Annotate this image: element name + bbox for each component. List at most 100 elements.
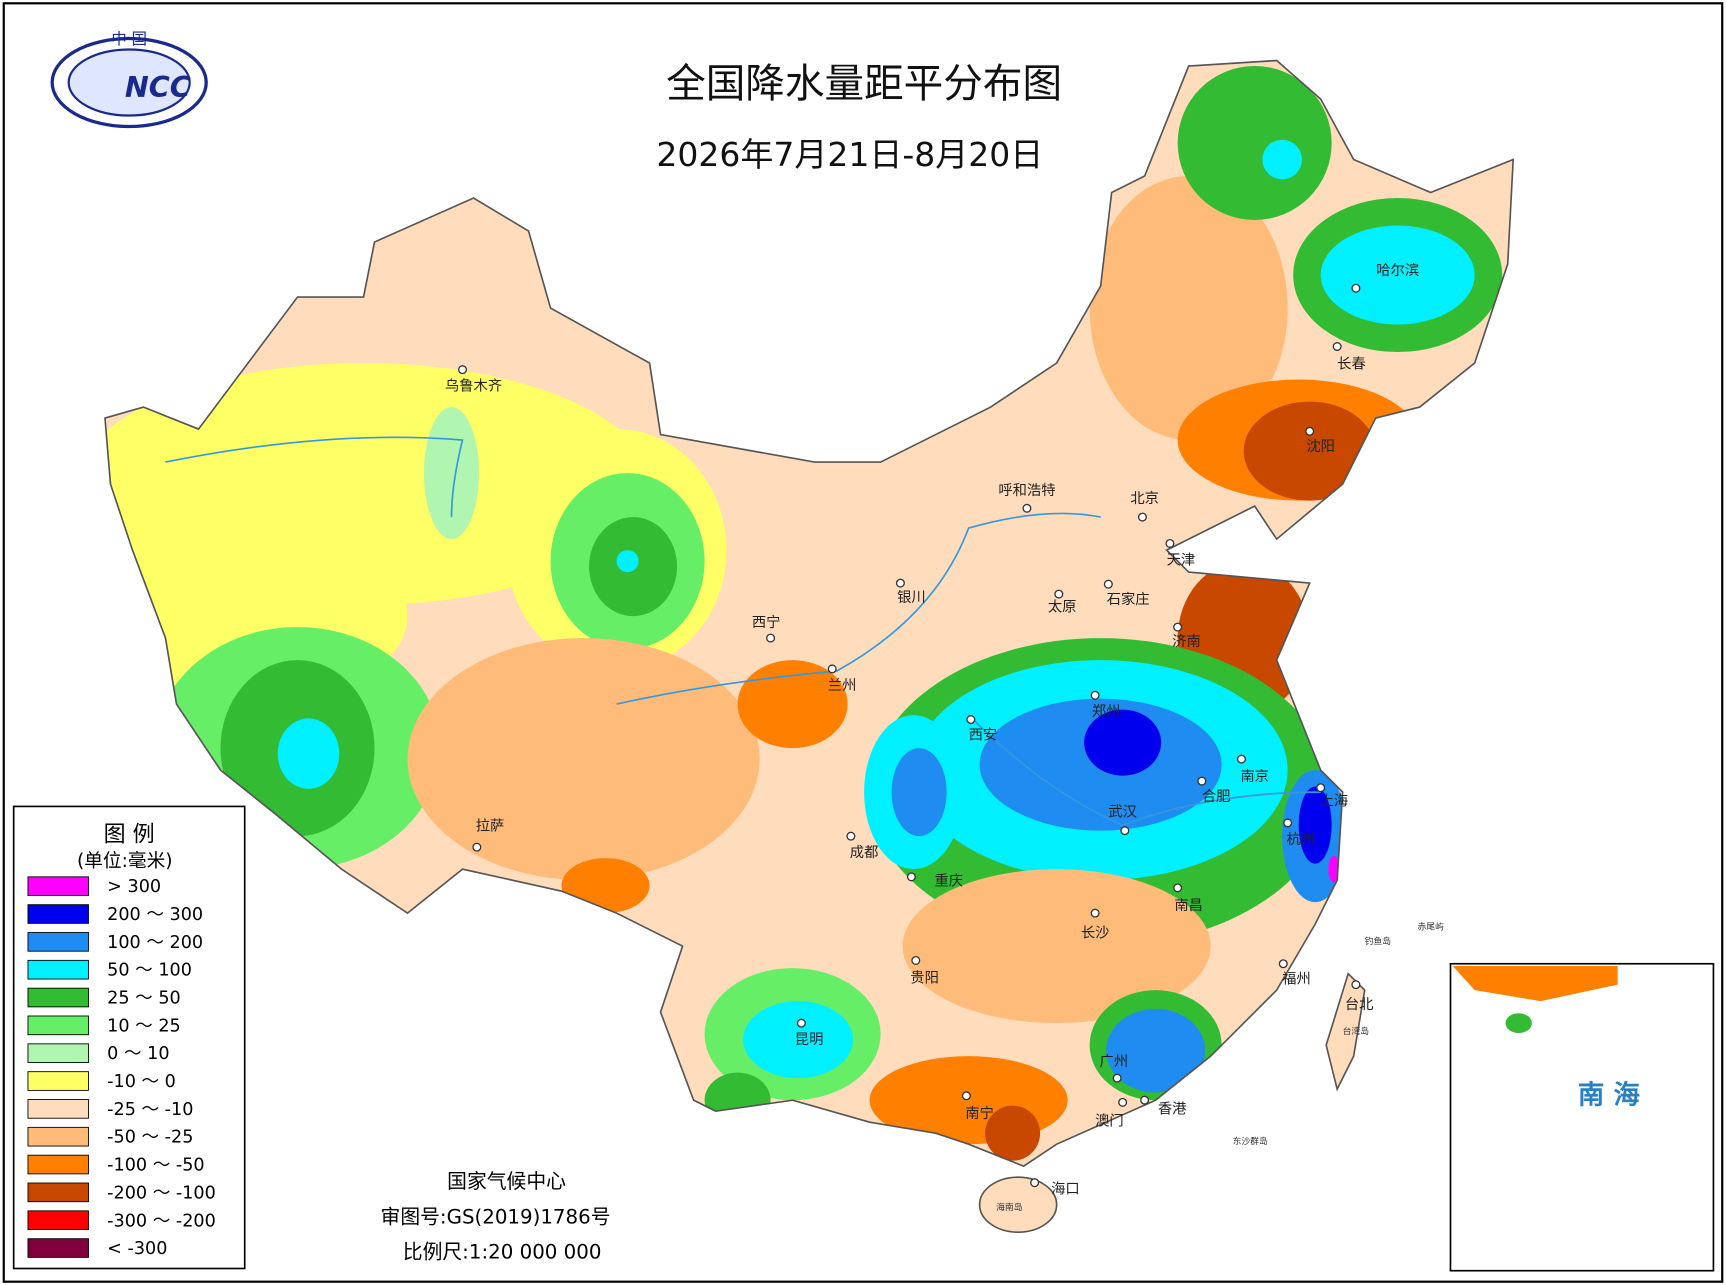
legend-label: > 300: [107, 877, 161, 897]
city-label: 银川: [897, 589, 926, 606]
city-label: 广州: [1100, 1053, 1129, 1070]
legend-swatch: [27, 959, 89, 980]
city-label: 北京: [1130, 490, 1159, 507]
city-label: 合肥: [1202, 788, 1231, 805]
city-dot: [1173, 883, 1183, 893]
city-label: 澳门: [1095, 1112, 1124, 1129]
city-dot: [1054, 589, 1064, 599]
city-dot: [1236, 754, 1246, 764]
city-label: 香港: [1158, 1100, 1187, 1117]
sea-label: 赤尾屿: [1417, 922, 1444, 933]
city-label: 上海: [1320, 792, 1349, 809]
city-label: 兰州: [828, 677, 857, 694]
city-label: 太原: [1048, 599, 1077, 616]
legend-swatch: [27, 904, 89, 924]
legend-label: -100 ～ -50: [107, 1156, 204, 1176]
footer-line: 国家气候中心: [447, 1170, 566, 1193]
city-label: 长沙: [1081, 924, 1110, 941]
legend-label: 0 ～ 10: [107, 1044, 169, 1064]
legend-label: 200 ～ 300: [107, 905, 203, 925]
legend: 图 例 (单位:毫米) > 300 200 ～ 300 100 ～ 200 50 ～ …: [12, 805, 246, 1270]
city-dot: [1283, 818, 1293, 828]
city-label: 济南: [1172, 633, 1201, 650]
city-dot: [1278, 959, 1288, 969]
legend-swatch: [27, 1099, 89, 1119]
inset-map: 南 海: [1449, 962, 1715, 1272]
city-label: 沈阳: [1306, 438, 1335, 455]
city-label: 贵阳: [910, 969, 939, 986]
city-label: 重庆: [935, 873, 964, 890]
city-label: 台北: [1345, 996, 1374, 1013]
city-dot: [1030, 1178, 1040, 1188]
legend-swatch: [27, 1071, 89, 1091]
sea-label: 海南岛: [996, 1201, 1023, 1213]
city-dot: [1316, 783, 1326, 793]
city-dot: [1140, 1095, 1150, 1105]
city-label: 拉萨: [476, 818, 505, 835]
city-dot: [1197, 776, 1207, 786]
city-dot: [1137, 512, 1147, 522]
legend-label: 50 ～ 100: [107, 961, 192, 981]
legend-label: -50 ～ -25: [107, 1128, 193, 1148]
legend-unit: (单位:毫米): [77, 851, 173, 872]
city-dot: [911, 955, 921, 965]
city-label: 杭州: [1287, 831, 1316, 848]
city-label: 南京: [1240, 768, 1269, 785]
logo-text: NCC: [125, 70, 191, 104]
city-dot: [827, 664, 837, 674]
city-dot: [1022, 503, 1032, 513]
city-dot: [1305, 426, 1315, 436]
city-dot: [1165, 538, 1175, 548]
city-dot: [846, 831, 856, 841]
legend-swatch: [27, 1154, 89, 1175]
legend-label: 100 ～ 200: [107, 933, 203, 953]
legend-label: < -300: [107, 1239, 167, 1259]
city-label: 西宁: [752, 614, 781, 631]
city-label: 武汉: [1108, 803, 1137, 820]
legend-swatch: [27, 1126, 89, 1147]
city-label: 南昌: [1174, 897, 1203, 914]
legend-swatch: [27, 932, 89, 952]
city-dot: [1351, 980, 1361, 990]
city-dot: [1332, 342, 1342, 352]
inset-label: 南 海: [1578, 1079, 1640, 1110]
city-dot: [1173, 622, 1183, 632]
city-label: 郑州: [1092, 703, 1121, 720]
rivers: [165, 436, 1321, 827]
city-label: 南宁: [965, 1105, 994, 1122]
city-label: 西安: [969, 726, 998, 743]
footer-line: 比例尺:1:20 000 000: [403, 1241, 602, 1264]
city-dot: [766, 633, 776, 643]
city-dot: [458, 365, 468, 375]
city-label: 石家庄: [1107, 590, 1150, 608]
sea-label: 钓鱼岛: [1365, 935, 1392, 947]
legend-label: 25 ～ 50: [107, 989, 181, 1009]
footer-line: 审图号:GS(2019)1786号: [381, 1205, 611, 1228]
city-label: 长春: [1337, 356, 1366, 373]
city-label: 福州: [1282, 971, 1311, 988]
legend-swatch: [27, 876, 89, 896]
legend-swatch: [27, 1238, 89, 1258]
legend-label: 10 ～ 25: [107, 1016, 181, 1036]
city-dot: [796, 1018, 806, 1028]
city-dot: [1112, 1073, 1122, 1083]
city-label: 呼和浩特: [998, 482, 1055, 499]
city-label: 乌鲁木齐: [445, 378, 502, 395]
city-dot: [895, 578, 905, 588]
logo-top: 中 国: [111, 30, 147, 48]
subtitle: 2026年7月21日-8月20日: [656, 135, 1043, 174]
city-dot: [961, 1091, 971, 1101]
legend-swatch: [27, 1043, 89, 1063]
legend-swatch: [27, 1182, 89, 1203]
city-dot: [1090, 690, 1100, 700]
legend-title: 图 例: [104, 823, 155, 848]
title: 全国降水量距平分布图: [666, 61, 1062, 107]
city-dot: [906, 872, 916, 882]
legend-label: -25 ～ -10: [107, 1100, 193, 1120]
logo: 中 国 NCC: [50, 30, 208, 129]
city-dot: [1120, 826, 1130, 836]
city-dot: [1118, 1097, 1128, 1107]
